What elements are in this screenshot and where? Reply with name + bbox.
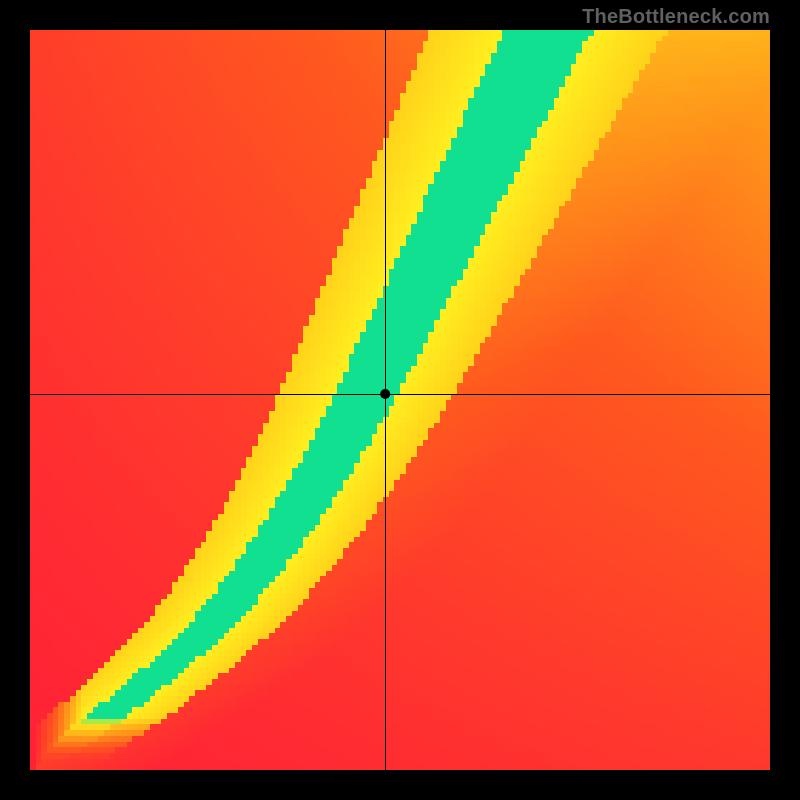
heatmap-canvas [0,0,800,800]
chart-root: TheBottleneck.com [0,0,800,800]
watermark-label: TheBottleneck.com [582,6,770,29]
